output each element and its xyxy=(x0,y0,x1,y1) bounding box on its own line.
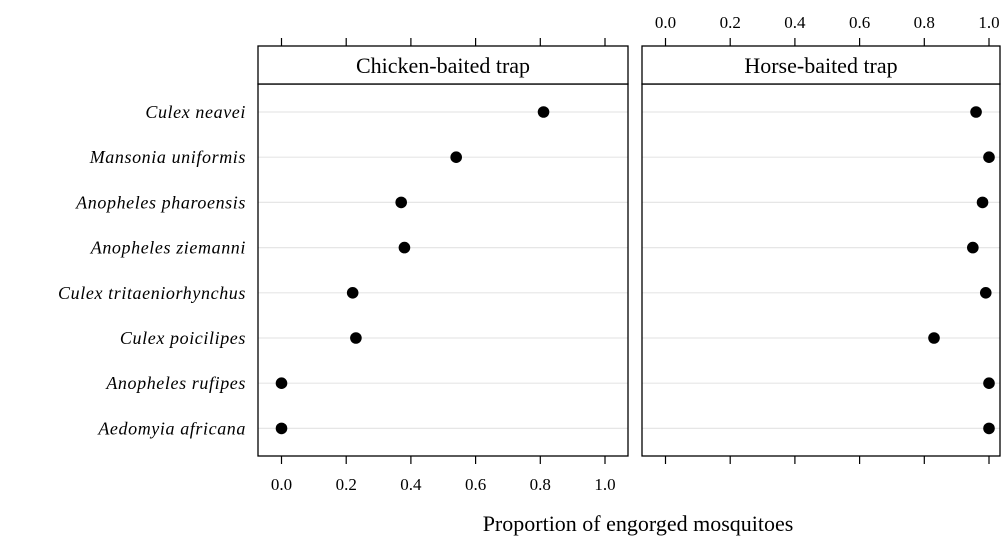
data-point xyxy=(967,241,979,254)
panel-strip xyxy=(641,45,1001,85)
tick-label: 0.0 xyxy=(271,475,292,494)
data-point xyxy=(979,287,992,299)
tick-label: 0.6 xyxy=(465,475,486,494)
panel-title: Chicken-baited trap xyxy=(356,53,530,78)
category-label: Aedomyia africana xyxy=(97,418,246,438)
category-label: Anopheles rufipes xyxy=(105,373,246,393)
tick-label: 0.8 xyxy=(914,13,935,32)
panel-frame xyxy=(641,83,1001,457)
data-point xyxy=(983,151,995,163)
tick-label: 0.4 xyxy=(784,13,806,32)
x-axis-label: Proportion of engorged mosquitoes xyxy=(483,511,794,536)
data-point xyxy=(275,377,288,390)
tick-label: 0.2 xyxy=(336,475,357,494)
category-label: Anopheles pharoensis xyxy=(75,192,246,212)
category-label: Culex neavei xyxy=(145,102,246,122)
tick-label: 1.0 xyxy=(594,475,615,494)
tick-label: 0.4 xyxy=(400,475,422,494)
panel-strip xyxy=(257,45,629,85)
panel-title: Horse-baited trap xyxy=(744,53,897,78)
panel-1: Chicken-baited trap xyxy=(257,45,629,457)
data-point xyxy=(398,241,411,254)
category-label: Anopheles ziemanni xyxy=(90,238,246,258)
tick-label: 0.8 xyxy=(530,475,551,494)
tick-label: 0.6 xyxy=(849,13,870,32)
category-label: Mansonia uniformis xyxy=(89,147,246,167)
data-point xyxy=(537,106,550,118)
category-label: Culex tritaeniorhynchus xyxy=(58,283,246,303)
data-point xyxy=(928,332,940,344)
tick-label: 0.0 xyxy=(655,13,676,32)
category-label: Culex poicilipes xyxy=(120,328,246,348)
data-point xyxy=(970,106,982,118)
panel-frame xyxy=(257,83,629,457)
top-x-axis: 0.0 0.2 0.4 0.6 0.8 1.0 xyxy=(280,13,1000,46)
data-point xyxy=(275,422,288,435)
bottom-x-axis: 0.0 0.2 0.4 0.6 0.8 1.0 xyxy=(271,456,990,494)
panels: Chicken-baited trap Horse-baited trap xyxy=(257,45,1001,457)
tick-label: 0.2 xyxy=(720,13,741,32)
data-point xyxy=(450,151,462,163)
category-axis: Culex neavei Mansonia uniformis Anopheles … xyxy=(58,102,246,438)
panel-2: Horse-baited trap xyxy=(641,45,1001,457)
data-point xyxy=(346,287,359,299)
data-point xyxy=(976,196,989,209)
data-point xyxy=(983,377,995,390)
tick-label: 1.0 xyxy=(978,13,999,32)
data-point xyxy=(395,196,407,209)
data-point xyxy=(983,422,995,435)
data-point xyxy=(350,332,362,344)
